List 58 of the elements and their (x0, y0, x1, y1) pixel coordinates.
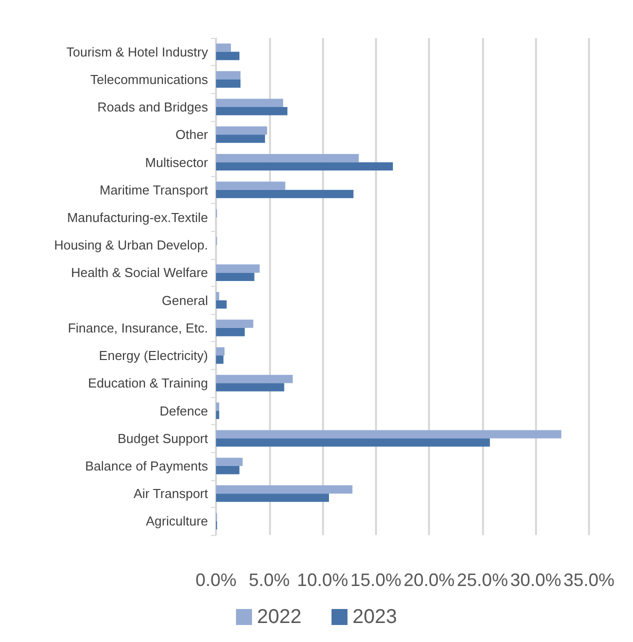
bar (216, 374, 293, 384)
bar (216, 438, 490, 447)
x-tick-label: 20.0% (404, 570, 455, 590)
x-tick-label: 10.0% (297, 570, 348, 590)
bar (216, 292, 220, 300)
y-tick-label: Telecommunications (90, 72, 208, 87)
legend-label: 2023 (352, 606, 397, 628)
y-tick-label: Health & Social Welfare (70, 265, 208, 280)
bar (216, 410, 220, 420)
bar (216, 494, 329, 502)
y-tick-label: Tourism & Hotel Industry (66, 44, 208, 60)
bar (216, 162, 393, 171)
x-tick-label: 5.0% (248, 570, 290, 590)
y-tick-label: Balance of Payments (85, 458, 208, 474)
bar (216, 52, 240, 60)
bar (216, 134, 266, 143)
y-tick-label: Energy (Electricity) (98, 348, 208, 364)
x-tick-label: 0.0% (195, 570, 237, 590)
bar (216, 320, 254, 328)
bar (216, 272, 254, 281)
bar (216, 485, 352, 494)
x-tick-label: 15.0% (350, 570, 402, 590)
bar (216, 430, 562, 438)
x-tick-label: 25.0% (456, 570, 508, 590)
bar (216, 264, 260, 273)
y-tick-label: General (162, 292, 208, 308)
y-tick-label: Multisector (145, 154, 209, 170)
bar (216, 347, 225, 356)
x-tick-label: 35.0% (563, 570, 615, 590)
bar (216, 98, 284, 108)
bar (216, 154, 359, 162)
bar (216, 107, 288, 116)
y-tick-label: Other (175, 127, 209, 142)
legend-label: 2022 (257, 606, 302, 628)
y-tick-label: Manufacturing-ex.Textile (67, 210, 208, 225)
y-tick-label: Agriculture (146, 514, 208, 529)
bar (216, 356, 224, 364)
bar (216, 383, 284, 392)
bar (216, 466, 240, 474)
y-tick-label: Budget Support (118, 430, 208, 446)
y-tick-label: Roads and Bridges (97, 100, 208, 115)
bar (216, 300, 227, 309)
bar (216, 79, 241, 88)
y-tick-label: Finance, Insurance, Etc. (68, 320, 208, 336)
bar (216, 182, 286, 190)
bar (216, 458, 243, 466)
y-tick-label: Housing & Urban Develop. (54, 238, 208, 253)
bar (216, 402, 220, 411)
bar (216, 328, 245, 336)
y-tick-label: Defence (160, 403, 208, 418)
x-tick-label: 30.0% (510, 570, 562, 590)
bar (216, 71, 241, 80)
bar (216, 126, 268, 135)
y-tick-label: Education & Training (88, 376, 208, 391)
bar (216, 190, 354, 198)
y-tick-label: Maritime Transport (100, 182, 208, 198)
y-tick-label: Air Transport (134, 486, 208, 502)
bar (216, 44, 231, 52)
